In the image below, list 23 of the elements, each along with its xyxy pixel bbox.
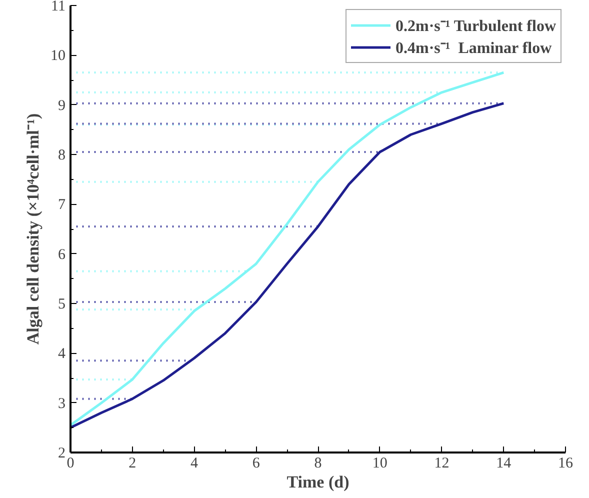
x-tick-label: 4: [190, 456, 198, 472]
y-tick-label: 11: [51, 0, 66, 14]
x-tick-label: 10: [372, 456, 388, 472]
y-tick-label: 9: [58, 98, 66, 114]
y-axis-title: Algal cell density (×10⁴cell·ml⁻¹): [24, 113, 42, 345]
y-tick-label: 6: [58, 246, 66, 263]
x-tick-label: 0: [66, 456, 74, 472]
y-tick-label: 8: [58, 148, 66, 164]
y-tick-label: 5: [58, 296, 66, 312]
y-tick-label: 4: [58, 346, 66, 362]
x-tick-label: 16: [558, 456, 574, 472]
y-tick-label: 10: [50, 48, 66, 64]
x-tick-label: 14: [496, 456, 512, 472]
y-tick-label: 7: [58, 197, 66, 214]
x-axis-title: Time (d): [286, 472, 350, 492]
legend-label: 0.4m·s⁻¹ Laminar flow: [396, 39, 552, 58]
x-tick-label: 12: [434, 456, 450, 472]
y-tick-label: 2: [58, 446, 66, 462]
x-tick-label: 2: [128, 456, 136, 472]
y-tick-label: 3: [58, 396, 66, 412]
x-tick-label: 6: [252, 456, 260, 472]
legend-label: 0.2m·s⁻¹ Turbulent flow: [396, 17, 556, 36]
x-tick-label: 8: [314, 456, 322, 472]
